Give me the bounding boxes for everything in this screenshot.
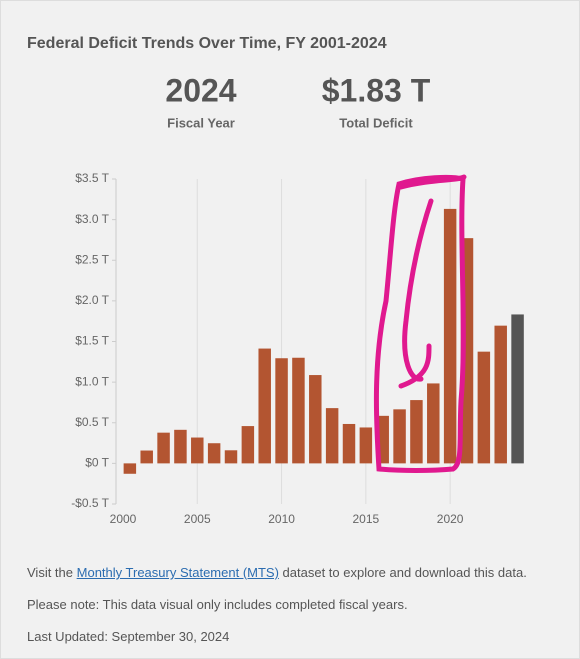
- text: dataset to explore and download this dat…: [282, 565, 527, 580]
- note: Please note: This data visual only inclu…: [27, 597, 408, 612]
- bar: [410, 400, 423, 464]
- bar: [241, 426, 255, 464]
- bar: [174, 429, 187, 464]
- bar: [443, 208, 457, 464]
- bar: [477, 351, 491, 464]
- y-tick-label: $3.0 T: [75, 212, 109, 226]
- bar: [207, 443, 221, 464]
- y-tick-label: $2.0 T: [75, 293, 109, 307]
- x-tick-label: 2005: [184, 512, 211, 526]
- chart: Federal Deficit Trends Over Time, FY 200…: [27, 35, 524, 526]
- stat-value: $1.83 T: [322, 72, 431, 108]
- bar: [342, 423, 356, 464]
- bar: [191, 437, 204, 464]
- bar: [123, 463, 137, 474]
- bar: [359, 427, 373, 464]
- y-tick-label: $0 T: [85, 456, 109, 470]
- y-tick-label: $1.5 T: [75, 334, 109, 348]
- annotation-scribble: [373, 174, 467, 473]
- stat-value: 2024: [165, 72, 236, 108]
- y-tick-label: -$0.5 T: [71, 496, 109, 510]
- bar: [258, 348, 271, 464]
- bar: [511, 314, 524, 464]
- bar: [275, 358, 288, 464]
- mts-link[interactable]: Monthly Treasury Statement (MTS): [76, 565, 279, 580]
- chart-title: Federal Deficit Trends Over Time, FY 200…: [27, 35, 387, 52]
- x-tick-label: 2010: [268, 512, 295, 526]
- x-tick-label: 2015: [353, 512, 380, 526]
- last-updated: Last Updated: September 30, 2024: [27, 629, 230, 644]
- bar: [140, 450, 153, 464]
- x-tick-label: 2000: [110, 512, 137, 526]
- stat-label: Total Deficit: [339, 115, 413, 130]
- y-tick-label: $3.5 T: [75, 171, 109, 185]
- bar: [494, 325, 507, 464]
- bar: [427, 383, 440, 464]
- bar: [393, 409, 406, 464]
- text: Visit the: [27, 565, 74, 580]
- y-tick-label: $0.5 T: [75, 415, 109, 429]
- x-tick-label: 2020: [437, 512, 464, 526]
- bar: [292, 357, 305, 464]
- bar: [157, 432, 170, 464]
- y-tick-label: $1.0 T: [75, 374, 109, 388]
- bar: [309, 375, 322, 464]
- bar: [325, 408, 339, 464]
- y-tick-label: $2.5 T: [75, 252, 109, 266]
- bar: [224, 450, 238, 464]
- stat-label: Fiscal Year: [167, 115, 235, 130]
- note-visit: Visit the Monthly Treasury Statement (MT…: [27, 565, 527, 580]
